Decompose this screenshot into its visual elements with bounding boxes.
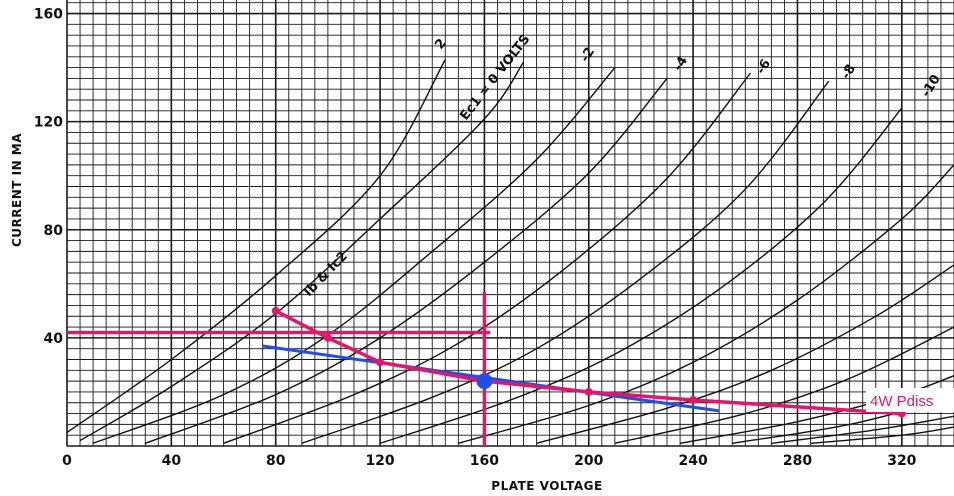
tube-curve-10 (679, 375, 954, 444)
curve-label-minus-4: -4 (671, 54, 691, 74)
curve-label-2: 2 (432, 36, 449, 52)
tube-curve-7 (458, 164, 954, 444)
y-tick-label: 40 (44, 331, 64, 347)
tube-curve-4 (223, 72, 752, 444)
y-tick-label: 120 (34, 115, 63, 131)
y-tick-label: 80 (44, 223, 64, 239)
y-tick-background (36, 328, 66, 347)
y-tick-background (36, 112, 66, 131)
y-tick-background (36, 220, 66, 239)
x-tick-label: 200 (574, 453, 603, 469)
tube-curve-2 (92, 67, 616, 444)
curve-label-minus-6: -6 (754, 57, 774, 77)
x-tick-label: 80 (266, 453, 286, 469)
tube-curve-12 (771, 415, 954, 444)
x-tick-label: 40 (162, 453, 182, 469)
curve-family-label: Ib & Ic2 (301, 249, 351, 300)
x-tick-label: 240 (679, 453, 708, 469)
tube-curve-9 (614, 326, 954, 444)
tube-curve-5 (301, 80, 830, 444)
x-tick-label: 120 (365, 453, 394, 469)
x-tick-label: 280 (783, 453, 812, 469)
x-tick-label: 0 (62, 453, 72, 469)
curve-label-minus-10: -10 (919, 72, 944, 100)
x-tick-label: 320 (887, 453, 916, 469)
annotation-overlays (67, 291, 906, 446)
tube-curve-6 (379, 107, 903, 444)
dissipation-point (584, 387, 593, 396)
pdiss-label-background (866, 388, 954, 412)
tube-curve-1 (79, 61, 525, 442)
pdiss-label: 4W Pdiss (870, 393, 933, 410)
x-axis-title: PLATE VOLTAGE (491, 479, 602, 493)
curve-label-minus-8: -8 (839, 62, 859, 82)
y-tick-label: 160 (34, 7, 63, 23)
tube-curve-8 (536, 264, 954, 444)
x-tick-label: 160 (470, 453, 499, 469)
y-axis-title: CURRENT IN MA (10, 133, 24, 247)
dissipation-point (271, 306, 280, 315)
tube-curve-0 (66, 59, 446, 434)
tube-curve-13 (810, 426, 954, 444)
y-tick-background (36, 4, 66, 23)
tube-curves (66, 59, 954, 444)
curve-label-minus-2: -2 (578, 45, 598, 65)
dissipation-point (376, 358, 385, 367)
dissipation-point (689, 396, 698, 405)
tube-curve-3 (145, 77, 668, 444)
tick-labels: 0 40 80 120 160 200 240 280 320 40 80 120 160 (34, 4, 917, 469)
operating-point (476, 373, 493, 390)
dissipation-point (323, 333, 332, 342)
